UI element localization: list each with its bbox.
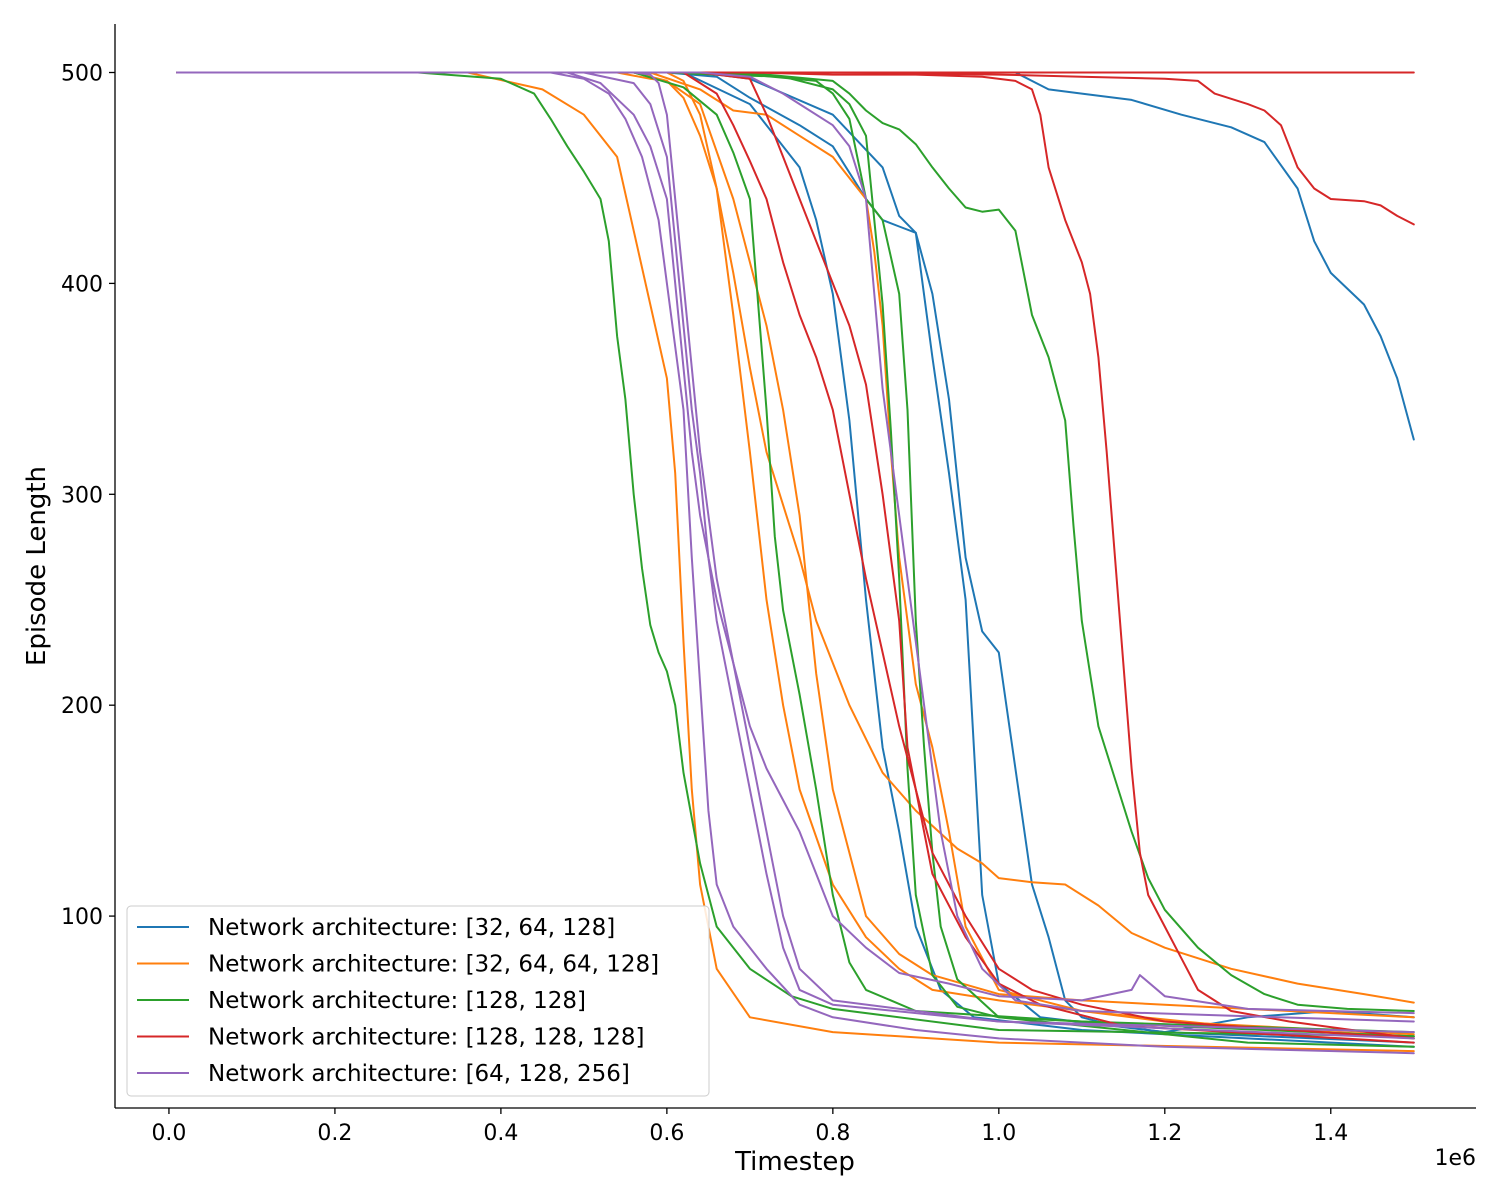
legend-frame bbox=[126, 905, 710, 1097]
y-tick-label: 200 bbox=[61, 694, 103, 719]
series-5-run-3-line bbox=[176, 71, 1415, 1040]
series-5-run-1-line bbox=[176, 71, 1415, 1055]
legend-label-4: Network architecture: [128, 128, 128] bbox=[208, 1025, 644, 1051]
x-tick-label: 1.4 bbox=[1313, 1121, 1348, 1146]
series-3-run-3-line bbox=[176, 71, 1415, 1038]
legend: Network architecture: [32, 64, 128] Netwo… bbox=[126, 905, 710, 1097]
x-tick-label: 1.0 bbox=[981, 1121, 1016, 1146]
x-axis-offset-label: 1e6 bbox=[1434, 1146, 1476, 1171]
series-1-run-2-line bbox=[176, 71, 1415, 1048]
series-2-run-3-line bbox=[176, 71, 1415, 1019]
series-5-run-4-line bbox=[176, 71, 1415, 1034]
legend-label-5: Network architecture: [64, 128, 256] bbox=[208, 1061, 630, 1087]
y-axis-title: Episode Length bbox=[22, 466, 52, 666]
x-axis-title: Timestep bbox=[734, 1147, 855, 1177]
x-tick-label: 1.2 bbox=[1147, 1121, 1182, 1146]
series-1-run-4-line bbox=[176, 71, 1415, 441]
legend-label-1: Network architecture: [32, 64, 128] bbox=[208, 915, 615, 941]
series-4-run-4-line bbox=[176, 71, 1415, 226]
x-tick-label: 0.2 bbox=[317, 1121, 352, 1146]
y-tick-label: 300 bbox=[61, 483, 103, 508]
series-3-run-5-line bbox=[176, 71, 1415, 1048]
y-tick-label: 100 bbox=[61, 905, 103, 930]
series-3-run-4-line bbox=[176, 71, 1415, 1012]
x-tick-label: 0.6 bbox=[649, 1121, 684, 1146]
series-layer bbox=[176, 71, 1415, 1055]
series-4-run-3-line bbox=[176, 71, 1415, 1040]
y-tick-label: 500 bbox=[61, 62, 103, 87]
series-2-run-5-line bbox=[176, 71, 1415, 1036]
x-tick-label: 0.4 bbox=[483, 1121, 518, 1146]
x-tick-label: 0.0 bbox=[151, 1121, 186, 1146]
legend-label-3: Network architecture: [128, 128] bbox=[208, 988, 586, 1014]
y-axis-ticks: 100 200 300 400 500 bbox=[61, 62, 115, 930]
series-4-run-2-line bbox=[176, 71, 1415, 1044]
series-2-run-1-line bbox=[176, 71, 1415, 1053]
series-2-run-2-line bbox=[176, 71, 1415, 1004]
legend-label-2: Network architecture: [32, 64, 64, 128] bbox=[208, 952, 659, 978]
series-5-run-2-line bbox=[176, 71, 1415, 1015]
series-1-run-1-line bbox=[176, 71, 1415, 1044]
x-tick-label: 0.8 bbox=[815, 1121, 850, 1146]
series-3-run-2-line bbox=[176, 71, 1415, 1034]
series-2-run-4-line bbox=[176, 71, 1415, 1038]
series-3-run-1-line bbox=[176, 71, 1415, 1038]
x-axis-ticks: 0.0 0.2 0.4 0.6 0.8 1.0 1.2 1.4 bbox=[151, 1108, 1348, 1146]
y-tick-label: 400 bbox=[61, 272, 103, 297]
series-1-run-3-line bbox=[176, 71, 1415, 1034]
series-5-run-5-line bbox=[176, 71, 1415, 1023]
series-4-run-1-line bbox=[176, 71, 1415, 1040]
